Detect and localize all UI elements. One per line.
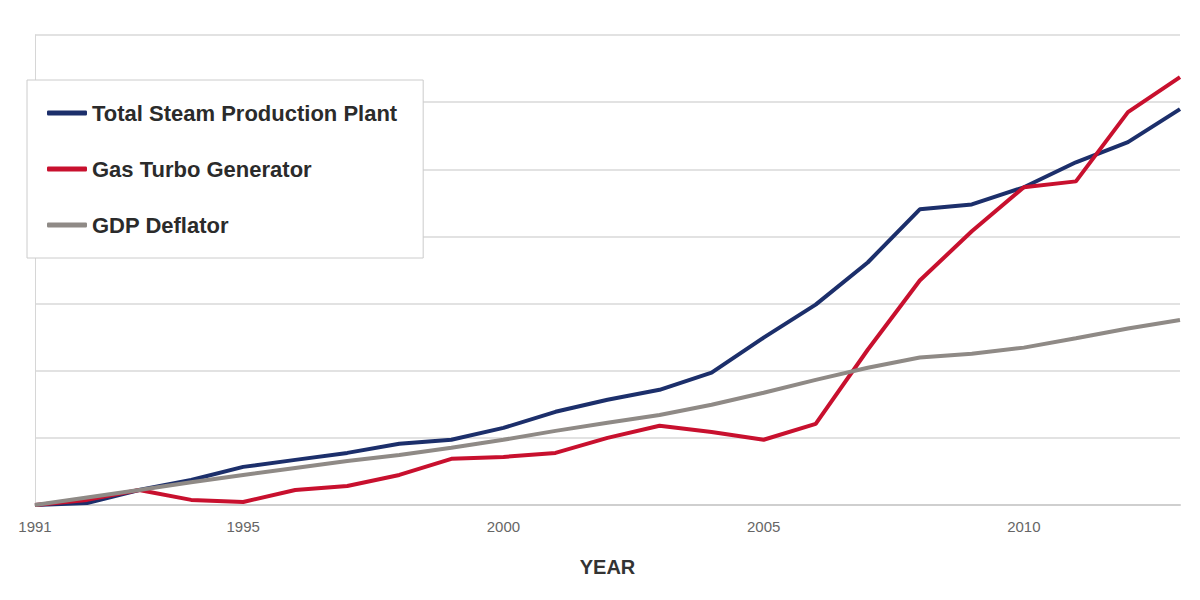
svg-text:Gas Turbo Generator: Gas Turbo Generator — [92, 157, 312, 182]
svg-text:2010: 2010 — [1007, 518, 1040, 535]
svg-text:1991: 1991 — [18, 518, 51, 535]
svg-text:2005: 2005 — [747, 518, 780, 535]
svg-text:Total Steam Production Plant: Total Steam Production Plant — [92, 101, 398, 126]
svg-text:2000: 2000 — [487, 518, 520, 535]
svg-text:GDP Deflator: GDP Deflator — [92, 213, 229, 238]
svg-text:1995: 1995 — [226, 518, 259, 535]
svg-text:YEAR: YEAR — [580, 556, 636, 578]
